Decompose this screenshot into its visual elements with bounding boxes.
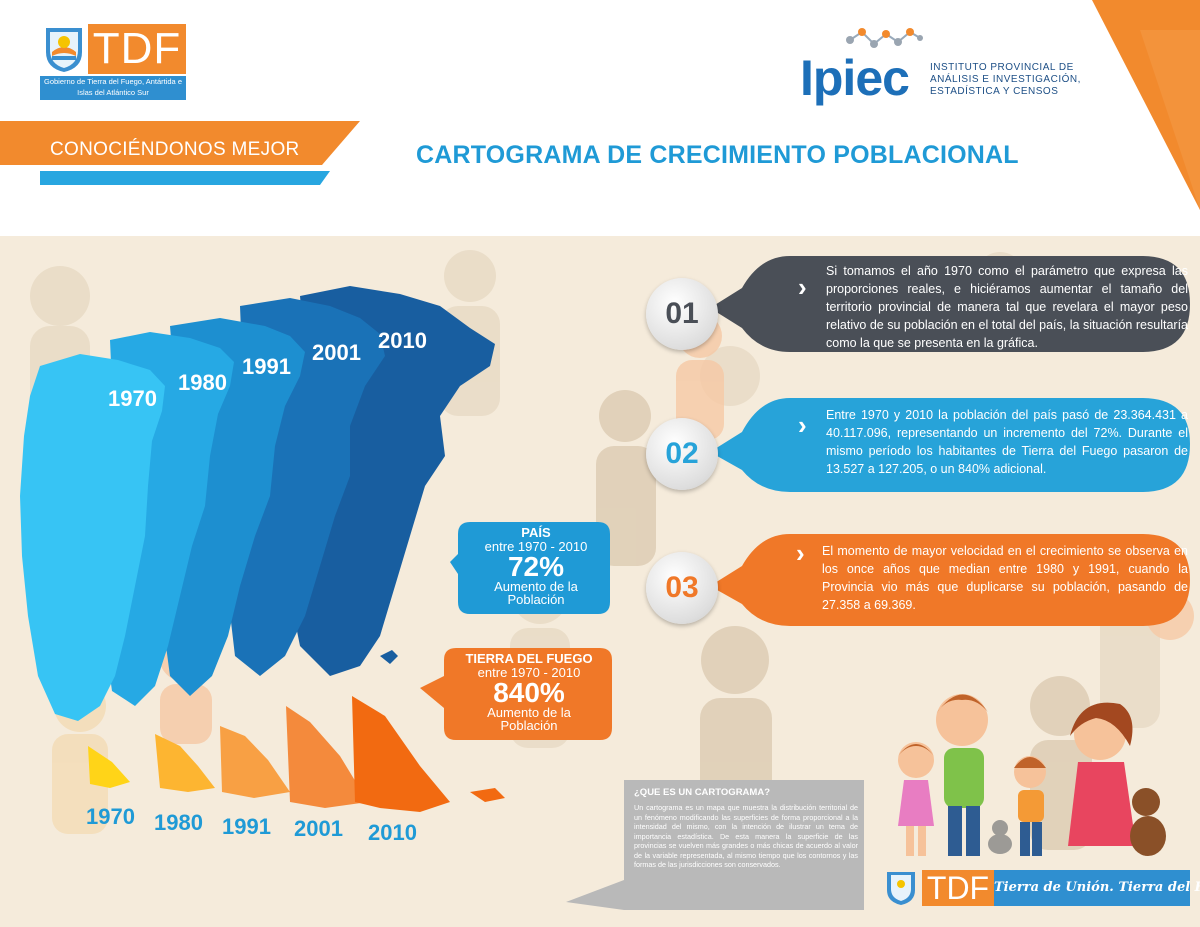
tdf-map-1980	[155, 734, 215, 792]
info-pointer	[566, 880, 624, 910]
tdf-value: 840%	[493, 677, 565, 708]
ipiec-line-1: INSTITUTO PROVINCIAL DE	[930, 62, 1074, 73]
footer-tdf-text: TDF	[922, 870, 994, 906]
infographic-body: 1970 1980 1991 2001 2010 1970 1980 1991 …	[0, 236, 1200, 927]
father-figure	[936, 694, 988, 856]
step-01-text: Si tomamos el año 1970 como el parámetro…	[826, 264, 1188, 350]
step-03-badge: 03	[646, 552, 718, 624]
malvinas-islands	[380, 650, 398, 664]
step-02-shape	[710, 398, 1190, 492]
tdf-map-2010	[352, 696, 505, 812]
map-year-1980: 1980	[178, 370, 227, 395]
tdf-map-2001	[286, 706, 368, 808]
section-banner	[0, 121, 360, 185]
map-year-2010: 2010	[378, 328, 427, 353]
pais-value: 72%	[507, 551, 565, 582]
tdf-logo-text: TDF	[88, 24, 186, 74]
pais-stat: PAÍS entre 1970 - 2010 72% Aumento de la…	[462, 525, 610, 607]
ipiec-logo: Ipiec INSTITUTO PROVINCIAL DE ANÁLISIS E…	[800, 26, 1090, 106]
dog-figure	[1130, 788, 1166, 856]
tdf-stat: TIERRA DEL FUEGO entre 1970 - 2010 840% …	[448, 651, 610, 733]
corner-decoration	[1092, 0, 1200, 210]
pais-range: entre 1970 - 2010	[484, 539, 588, 554]
mother-figure	[1068, 702, 1136, 846]
province-shield-icon	[40, 24, 88, 74]
cat-figure	[988, 820, 1012, 854]
pais-caption-2: Población	[507, 592, 565, 607]
boy-figure	[1014, 756, 1046, 856]
step-01-badge: 01	[646, 278, 718, 350]
family-illustration	[898, 694, 1166, 856]
map-year-1970: 1970	[108, 386, 157, 411]
ipiec-line-3: ESTADÍSTICA Y CENSOS	[930, 86, 1059, 97]
country-map-1970	[20, 354, 165, 721]
section-label: CONOCIÉNDONOS MEJOR	[50, 139, 300, 160]
pais-bubble-shape	[450, 522, 610, 614]
tdf-year-1980: 1980	[154, 810, 203, 835]
step-03-shape	[710, 534, 1190, 626]
step-02-text: Entre 1970 y 2010 la población del país …	[826, 408, 1188, 476]
page-title: CARTOGRAMA DE CRECIMIENTO POBLACIONAL	[416, 141, 1019, 169]
info-body: Un cartograma es un mapa que muestra la …	[634, 803, 858, 869]
footer-logo: TDF Tierra de Unión. Tierra del Fuego.	[884, 870, 1200, 914]
ipiec-line-2: ANÁLISIS E INVESTIGACIÓN,	[930, 74, 1081, 85]
tdf-range: entre 1970 - 2010	[477, 665, 581, 680]
step-01-shape	[710, 256, 1190, 352]
chevron-right-icon: ›	[798, 410, 807, 440]
government-logo: TDF Gobierno de Tierra del Fuego, Antárt…	[40, 24, 188, 100]
province-shield-icon	[887, 872, 915, 905]
chevron-right-icon: ›	[796, 538, 805, 568]
ipiec-full-name: INSTITUTO PROVINCIAL DE ANÁLISIS E INVES…	[930, 62, 1081, 98]
cartogram-map	[20, 286, 505, 812]
step-03-text: El momento de mayor velocidad en el crec…	[822, 544, 1188, 612]
tdf-map-1991	[220, 726, 290, 798]
map-year-1991: 1991	[242, 354, 291, 379]
chevron-right-icon: ›	[798, 272, 807, 302]
government-caption: Gobierno de Tierra del Fuego, Antártida …	[40, 76, 186, 100]
pais-title: PAÍS	[521, 525, 551, 540]
tdf-caption-2: Población	[500, 718, 558, 733]
tdf-caption-1: Aumento de la	[487, 705, 571, 720]
map-year-2001: 2001	[312, 340, 361, 365]
info-title: ¿QUE ES UN CARTOGRAMA?	[634, 787, 770, 798]
network-dots-icon	[846, 28, 923, 48]
footer-slogan: Tierra de Unión. Tierra del Fuego.	[994, 870, 1200, 906]
pais-caption-1: Aumento de la	[494, 579, 578, 594]
girl-figure	[898, 742, 934, 856]
tdf-title: TIERRA DEL FUEGO	[465, 651, 593, 666]
ipiec-wordmark: Ipiec	[800, 50, 910, 106]
info-box	[624, 780, 864, 910]
tdf-map-1970	[88, 746, 130, 788]
step-02-badge: 02	[646, 418, 718, 490]
tdf-year-2001: 2001	[294, 816, 343, 841]
tdf-year-1991: 1991	[222, 814, 271, 839]
tdf-year-2010: 2010	[368, 820, 417, 845]
tdf-year-1970: 1970	[86, 804, 135, 829]
tdf-bubble-shape	[420, 648, 612, 740]
